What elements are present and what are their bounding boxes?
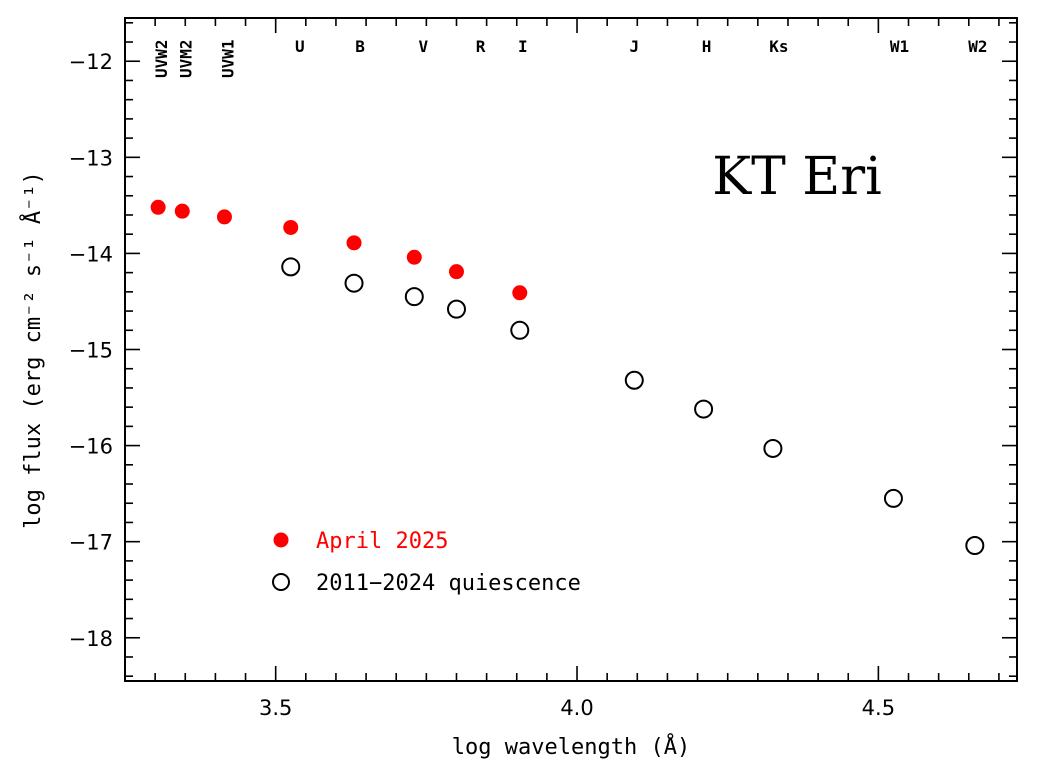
y-axis-label: log flux (erg cm⁻² s⁻¹ Å⁻¹) bbox=[19, 171, 46, 529]
band-label: UVW2 bbox=[152, 39, 171, 78]
quiescence-point bbox=[344, 273, 364, 293]
april-2025-point bbox=[512, 285, 528, 301]
y-tick-label: −12 bbox=[69, 50, 113, 74]
april-2025-point bbox=[346, 235, 362, 251]
band-labels: UVW2 UVM2 UVW1 U B V R I J H Ks W1 W2 bbox=[152, 37, 987, 78]
x-tick-label: 4.5 bbox=[862, 696, 895, 720]
quiescence-point bbox=[404, 287, 424, 307]
band-label: R bbox=[476, 37, 486, 56]
band-label: B bbox=[355, 37, 365, 56]
band-label: UVW1 bbox=[218, 39, 237, 78]
x-axis-label: log wavelength (Å) bbox=[452, 733, 690, 760]
legend-marker-april-2025 bbox=[273, 532, 289, 548]
april-2025-point bbox=[283, 219, 299, 235]
y-tick-label: −13 bbox=[69, 146, 113, 170]
band-label: Ks bbox=[769, 37, 788, 56]
april-2025-point bbox=[406, 249, 422, 265]
legend-label-april-2025: April 2025 bbox=[316, 529, 448, 554]
quiescence-point bbox=[281, 257, 301, 277]
band-label: I bbox=[518, 37, 528, 56]
legend-marker-quiescence bbox=[272, 573, 290, 591]
y-tick-label: −17 bbox=[69, 531, 113, 555]
april-2025-point bbox=[448, 264, 464, 280]
data-points bbox=[150, 199, 985, 556]
y-tick-label: −14 bbox=[69, 242, 113, 266]
object-label: KT Eri bbox=[712, 147, 882, 207]
quiescence-point bbox=[883, 488, 903, 508]
band-label: UVM2 bbox=[176, 39, 195, 78]
band-label: W1 bbox=[890, 37, 909, 56]
quiescence-point bbox=[624, 370, 644, 390]
plot-frame bbox=[124, 17, 1018, 682]
band-label: U bbox=[295, 37, 305, 56]
y-tick-label: −16 bbox=[69, 435, 113, 459]
quiescence-point bbox=[763, 438, 783, 458]
axis-ticks: 3.5 4.0 4.5 −12 −13 −14 −15 −16 −17 −18 bbox=[69, 18, 1017, 720]
x-tick-label: 4.0 bbox=[560, 696, 593, 720]
legend: April 2025 2011−2024 quiescence bbox=[272, 529, 581, 596]
april-2025-point bbox=[150, 199, 166, 215]
quiescence-point bbox=[694, 399, 714, 419]
april-2025-point bbox=[174, 203, 190, 219]
quiescence-point bbox=[965, 536, 985, 556]
x-tick-label: 3.5 bbox=[259, 696, 292, 720]
band-label: W2 bbox=[968, 37, 987, 56]
legend-label-quiescence: 2011−2024 quiescence bbox=[316, 571, 581, 596]
band-label: H bbox=[702, 37, 712, 56]
y-tick-label: −18 bbox=[69, 627, 113, 651]
band-label: J bbox=[629, 37, 639, 56]
april-2025-point bbox=[216, 209, 232, 225]
quiescence-point bbox=[510, 320, 530, 340]
y-tick-label: −15 bbox=[69, 339, 113, 363]
band-label: V bbox=[419, 37, 429, 56]
quiescence-point bbox=[446, 299, 466, 319]
